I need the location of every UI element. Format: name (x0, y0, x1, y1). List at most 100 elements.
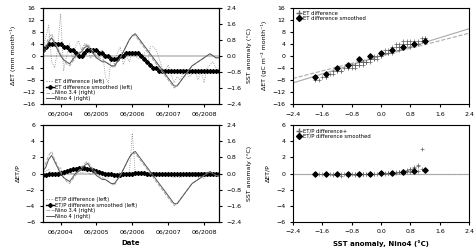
Point (333, 69, 341, 73)
Point (344, 172, 352, 176)
Point (385, 48, 392, 52)
Point (359, 60, 366, 64)
Point (370, 57, 378, 61)
Point (381, 48, 389, 52)
Point (381, 171, 389, 175)
Point (366, 172, 374, 176)
Point (356, 63, 363, 67)
Point (400, 169, 407, 173)
Point (410, 42, 418, 46)
Point (400, 170, 407, 174)
Point (377, 54, 385, 58)
Point (356, 172, 363, 176)
Point (421, 168, 429, 172)
Point (329, 173, 337, 177)
Point (400, 170, 407, 174)
Point (352, 63, 359, 67)
Point (344, 172, 352, 176)
Point (370, 172, 378, 176)
Point (421, 36, 429, 40)
Point (400, 45, 407, 49)
Point (322, 172, 330, 176)
Point (374, 172, 381, 176)
Y-axis label: ΔET (gC m⁻² month⁻¹): ΔET (gC m⁻² month⁻¹) (261, 21, 267, 90)
Point (396, 170, 403, 174)
Point (344, 66, 352, 70)
Point (410, 168, 418, 172)
Point (319, 172, 326, 176)
Point (374, 54, 381, 58)
Point (370, 172, 378, 176)
Y-axis label: ΔET (mm month⁻¹): ΔET (mm month⁻¹) (10, 26, 16, 85)
Point (341, 66, 348, 70)
Point (410, 42, 418, 46)
Point (403, 168, 410, 172)
Point (407, 42, 414, 46)
Point (352, 172, 359, 176)
X-axis label: SST anomaly, Nino4 (°C): SST anomaly, Nino4 (°C) (333, 240, 429, 247)
Point (421, 36, 429, 40)
Point (311, 172, 319, 176)
Point (407, 167, 414, 171)
Point (418, 39, 425, 43)
Point (348, 66, 356, 70)
Point (352, 172, 359, 176)
Point (344, 63, 352, 67)
Point (385, 171, 392, 175)
Point (366, 54, 374, 58)
Legend: ET difference, ET difference smoothed: ET difference, ET difference smoothed (296, 10, 366, 22)
Point (410, 169, 418, 173)
Point (374, 57, 381, 61)
Point (322, 172, 330, 176)
Point (377, 172, 385, 176)
Point (356, 172, 363, 176)
Point (319, 75, 326, 79)
Legend: ET/P difference+, ET/P difference smoothed: ET/P difference+, ET/P difference smooth… (296, 128, 371, 140)
X-axis label: Date: Date (121, 240, 140, 246)
Point (385, 171, 392, 175)
Legend: ET difference (left), ET difference smoothed (left), Nino 3.4 (right), Nino 4 (r: ET difference (left), ET difference smoo… (46, 79, 133, 101)
Point (344, 172, 352, 176)
Point (363, 60, 370, 64)
Point (385, 51, 392, 55)
Point (322, 75, 330, 79)
Point (388, 48, 396, 52)
Point (326, 72, 334, 76)
Point (388, 48, 396, 52)
Point (348, 172, 356, 176)
Point (392, 45, 400, 49)
Point (333, 172, 341, 176)
Point (377, 172, 385, 176)
Point (388, 171, 396, 175)
Legend: ET/P difference (left), ET/P difference smoothed (left), Nino 3.4 (right), Nino : ET/P difference (left), ET/P difference … (46, 197, 138, 219)
Point (414, 169, 422, 173)
Point (414, 42, 422, 46)
Point (410, 42, 418, 46)
Point (377, 171, 385, 175)
Point (414, 42, 422, 46)
Point (366, 57, 374, 61)
Point (333, 172, 341, 176)
Point (322, 75, 330, 79)
Point (333, 69, 341, 73)
Point (414, 39, 422, 43)
Point (315, 78, 322, 82)
Point (377, 54, 385, 58)
Point (352, 66, 359, 70)
Point (392, 171, 400, 175)
Point (363, 172, 370, 176)
Point (396, 45, 403, 49)
Point (410, 42, 418, 46)
Point (396, 45, 403, 49)
Point (418, 36, 425, 40)
Point (400, 39, 407, 43)
Point (421, 39, 429, 43)
Point (337, 69, 345, 73)
Point (356, 63, 363, 67)
Point (363, 60, 370, 64)
Point (410, 169, 418, 173)
Point (410, 166, 418, 170)
Point (344, 66, 352, 70)
Point (396, 42, 403, 46)
Point (407, 45, 414, 49)
